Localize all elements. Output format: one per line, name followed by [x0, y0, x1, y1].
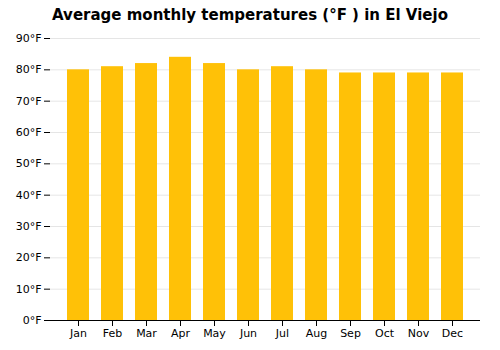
svg-text:Jan: Jan [69, 327, 87, 340]
svg-text:Nov: Nov [408, 327, 430, 340]
svg-text:90°F: 90°F [16, 32, 42, 45]
svg-text:Jul: Jul [275, 327, 289, 340]
svg-text:Oct: Oct [375, 327, 395, 340]
svg-text:30°F: 30°F [16, 220, 42, 233]
svg-text:40°F: 40°F [16, 189, 42, 202]
svg-text:70°F: 70°F [16, 95, 42, 108]
svg-text:Apr: Apr [171, 327, 191, 340]
svg-text:Feb: Feb [103, 327, 122, 340]
svg-text:Dec: Dec [442, 327, 463, 340]
svg-text:0°F: 0°F [23, 314, 42, 327]
svg-text:10°F: 10°F [16, 283, 42, 296]
html-text:Average monthly temperatures (: Average monthly temperatures (°F ) in El… [52, 6, 448, 24]
svg-text:Aug: Aug [306, 327, 327, 340]
svg-text:Jun: Jun [239, 327, 257, 340]
svg-text:60°F: 60°F [16, 126, 42, 139]
svg-text:20°F: 20°F [16, 251, 42, 264]
svg-text:May: May [203, 327, 226, 340]
svg-text:Sep: Sep [340, 327, 361, 340]
svg-text:50°F: 50°F [16, 157, 42, 170]
svg-text:80°F: 80°F [16, 63, 42, 76]
svg-text:Mar: Mar [136, 327, 157, 340]
